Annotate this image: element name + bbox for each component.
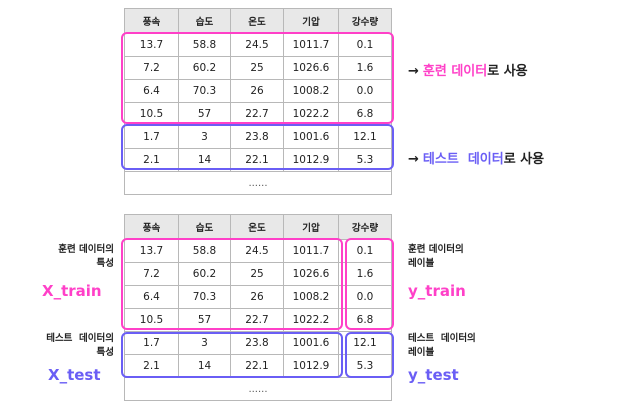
- table-cell: 7.2: [124, 56, 179, 80]
- column-header: 습도: [178, 8, 231, 34]
- column-header: 강수량: [338, 214, 392, 240]
- column-header: 풍속: [124, 8, 179, 34]
- train-features-line2: 특성: [96, 258, 114, 269]
- ellipsis-cell: ......: [124, 377, 392, 401]
- table-cell: 23.8: [230, 125, 284, 149]
- y-test-highlight-box: [345, 332, 394, 378]
- table-cell: 1.6: [338, 56, 392, 80]
- train-features-label: 훈련 데이터의 특성: [58, 243, 114, 271]
- table-cell: 2.1: [124, 354, 179, 378]
- table-cell: 22.1: [230, 354, 284, 378]
- bottom-data-table: 풍속 습도 온도 기압 강수량 13.7 58.8 24.5 1011.7 0.1 7.2 60.2 2…: [124, 214, 392, 401]
- table-cell: 0.1: [338, 239, 392, 263]
- test-labels-label: 테스트 데이터의 레이블: [408, 332, 476, 360]
- table-cell: 1001.6: [283, 331, 339, 355]
- column-header: 습도: [178, 214, 231, 240]
- train-labels-label: 훈련 데이터의 레이블: [408, 243, 464, 271]
- x-train-highlight-box: [121, 238, 343, 330]
- test-features-label: 테스트 데이터의 특성: [46, 332, 114, 360]
- column-header: 기압: [283, 8, 339, 34]
- table-cell: 1011.7: [283, 33, 339, 57]
- column-header: 온도: [230, 214, 284, 240]
- x-test-variable: X_test: [48, 366, 101, 384]
- table-cell: 1012.9: [283, 354, 339, 378]
- table-row: 13.7 58.8 24.5 1011.7 0.1: [124, 33, 392, 57]
- top-train-highlight-box: [121, 32, 394, 124]
- train-labels-line1: 훈련 데이터의: [408, 244, 464, 255]
- table-cell: 70.3: [178, 79, 231, 103]
- column-header: 온도: [230, 8, 284, 34]
- train-usage-annotation: → 훈련 데이터로 사용: [408, 60, 528, 79]
- top-test-highlight-box: [121, 124, 394, 170]
- test-features-line2: 특성: [96, 347, 114, 358]
- top-header-row: 풍속 습도 온도 기압 강수량: [124, 8, 392, 34]
- y-test-variable: y_test: [408, 366, 459, 384]
- test-labels-line1: 테스트 데이터의: [408, 333, 476, 344]
- table-cell: 1011.7: [283, 239, 339, 263]
- table-cell: 60.2: [178, 262, 231, 286]
- column-header: 기압: [283, 214, 339, 240]
- bottom-table-body: 풍속 습도 온도 기압 강수량 13.7 58.8 24.5 1011.7 0.1 7.2 60.2 2…: [124, 214, 392, 401]
- y-train-highlight-box: [345, 238, 394, 330]
- table-row: 1.7 3 23.8 1001.6 12.1: [124, 125, 392, 149]
- train-features-line1: 훈련 데이터의: [58, 244, 114, 255]
- bottom-header-row: 풍속 습도 온도 기압 강수량: [124, 214, 392, 240]
- train-usage-suffix: 로 사용: [487, 64, 528, 79]
- table-cell: 24.5: [230, 33, 284, 57]
- table-row: 2.1 14 22.1 1012.9 5.3: [124, 354, 392, 378]
- table-cell: 25: [230, 262, 284, 286]
- table-row: 6.4 70.3 26 1008.2 0.0: [124, 285, 392, 309]
- test-usage-suffix: 로 사용: [503, 152, 545, 167]
- table-cell: 12.1: [338, 125, 392, 149]
- right-arrow-icon: →: [408, 152, 419, 167]
- table-cell: 26: [230, 79, 284, 103]
- x-test-highlight-box: [121, 332, 343, 378]
- train-labels-line2: 레이블: [408, 258, 435, 269]
- table-cell: 1026.6: [283, 262, 339, 286]
- table-cell: 5.3: [338, 354, 392, 378]
- ellipsis-row: ......: [124, 377, 392, 401]
- test-labels-line2: 레이블: [408, 347, 435, 358]
- table-cell: 58.8: [178, 239, 231, 263]
- table-row: 7.2 60.2 25 1026.6 1.6: [124, 56, 392, 80]
- test-usage-annotation: → 테스트 데이터로 사용: [408, 148, 544, 167]
- table-cell: 1026.6: [283, 56, 339, 80]
- table-cell: 70.3: [178, 285, 231, 309]
- table-row: 7.2 60.2 25 1026.6 1.6: [124, 262, 392, 286]
- column-header: 강수량: [338, 8, 392, 34]
- ellipsis-cell: ......: [124, 171, 392, 195]
- ellipsis-row: ......: [124, 171, 392, 195]
- table-cell: 6.4: [124, 285, 179, 309]
- table-cell: 60.2: [178, 56, 231, 80]
- test-features-line1: 테스트 데이터의: [46, 333, 114, 344]
- table-cell: 1.7: [124, 125, 179, 149]
- train-data-highlight-text: 훈련 데이터: [422, 64, 488, 79]
- y-train-variable: y_train: [408, 282, 466, 300]
- table-cell: 25: [230, 56, 284, 80]
- test-data-highlight-text: 테스트 데이터: [422, 152, 504, 167]
- column-header: 풍속: [124, 214, 179, 240]
- table-cell: 1.6: [338, 262, 392, 286]
- x-train-variable: X_train: [42, 282, 102, 300]
- right-arrow-icon: →: [408, 64, 419, 79]
